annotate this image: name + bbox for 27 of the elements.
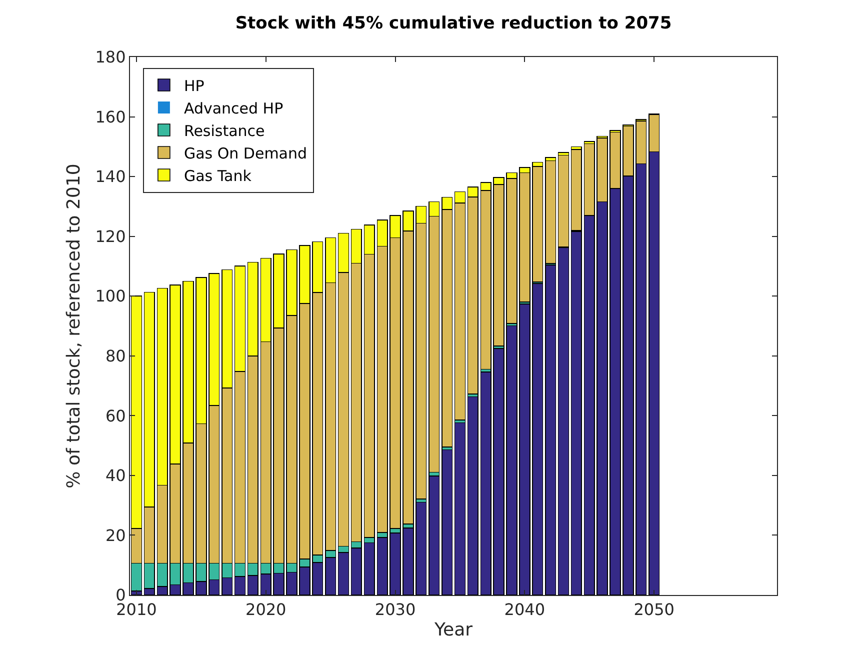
x-tick-label: 2040 (504, 600, 546, 620)
bar (428, 476, 440, 595)
y-tick-label: 80 (105, 346, 126, 366)
legend-label: Advanced HP (184, 99, 284, 118)
y-tick-label: 160 (95, 107, 126, 126)
bar (441, 449, 453, 595)
bar (467, 396, 478, 595)
y-tick-label: 180 (95, 48, 126, 67)
x-tick-label: 2010 (116, 600, 157, 620)
legend-label: Resistance (184, 122, 265, 140)
bar (364, 542, 375, 595)
y-tick-label: 40 (105, 466, 126, 486)
legend-label: HP (184, 76, 204, 95)
chart-title: Stock with 45% cumulative reduction to 2075 (235, 13, 672, 34)
y-tick-label: 60 (105, 406, 126, 426)
y-tick-label: 100 (95, 286, 126, 306)
y-axis-title: % of total stock, referenced to 2010 (63, 164, 84, 488)
y-tick-label: 20 (105, 526, 126, 545)
bar (454, 422, 466, 595)
x-tick-label: 2020 (246, 600, 286, 620)
legend-label: Gas Tank (184, 166, 252, 185)
x-axis-title: Year (433, 619, 474, 640)
x-tick-label: 2030 (374, 600, 416, 620)
y-tick-label: 140 (95, 167, 126, 186)
y-tick-label: 120 (95, 226, 126, 246)
x-tick-label: 2050 (634, 600, 674, 620)
legend-label: Gas On Demand (184, 144, 308, 162)
